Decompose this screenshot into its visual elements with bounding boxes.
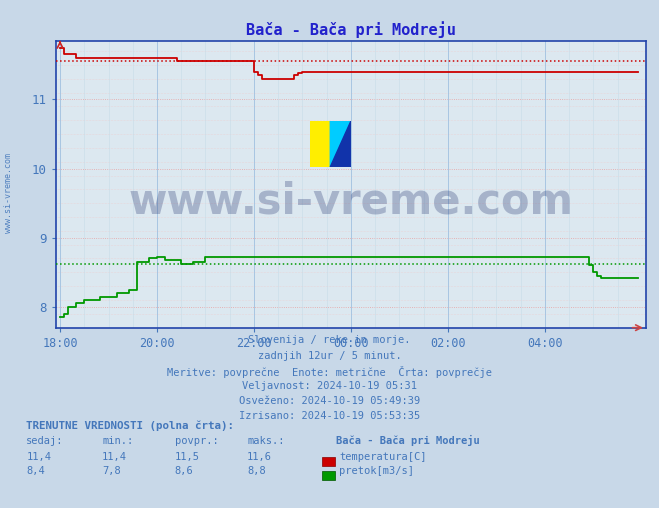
Text: temperatura[C]: temperatura[C] (339, 452, 427, 462)
Text: Meritve: povprečne  Enote: metrične  Črta: povprečje: Meritve: povprečne Enote: metrične Črta:… (167, 366, 492, 378)
Text: maks.:: maks.: (247, 436, 285, 447)
Text: Veljavnost: 2024-10-19 05:31: Veljavnost: 2024-10-19 05:31 (242, 381, 417, 391)
Text: Slovenija / reke in morje.: Slovenija / reke in morje. (248, 335, 411, 345)
Text: 11,5: 11,5 (175, 452, 200, 462)
Text: povpr.:: povpr.: (175, 436, 218, 447)
Text: 8,6: 8,6 (175, 466, 193, 476)
Text: 8,4: 8,4 (26, 466, 45, 476)
Title: Bača - Bača pri Modreju: Bača - Bača pri Modreju (246, 21, 456, 38)
Text: zadnjih 12ur / 5 minut.: zadnjih 12ur / 5 minut. (258, 351, 401, 361)
Text: 11,4: 11,4 (26, 452, 51, 462)
Text: 7,8: 7,8 (102, 466, 121, 476)
Polygon shape (330, 121, 351, 167)
Text: Osveženo: 2024-10-19 05:49:39: Osveženo: 2024-10-19 05:49:39 (239, 396, 420, 406)
Polygon shape (330, 121, 351, 167)
Text: pretok[m3/s]: pretok[m3/s] (339, 466, 415, 476)
Text: 11,4: 11,4 (102, 452, 127, 462)
Text: www.si-vreme.com: www.si-vreme.com (129, 180, 573, 223)
Text: Izrisano: 2024-10-19 05:53:35: Izrisano: 2024-10-19 05:53:35 (239, 411, 420, 422)
Text: Bača - Bača pri Modreju: Bača - Bača pri Modreju (336, 435, 480, 447)
Text: 11,6: 11,6 (247, 452, 272, 462)
Text: min.:: min.: (102, 436, 133, 447)
Text: TRENUTNE VREDNOSTI (polna črta):: TRENUTNE VREDNOSTI (polna črta): (26, 421, 235, 431)
Text: sedaj:: sedaj: (26, 436, 64, 447)
Bar (310, 121, 330, 167)
Text: www.si-vreme.com: www.si-vreme.com (4, 153, 13, 233)
Text: 8,8: 8,8 (247, 466, 266, 476)
